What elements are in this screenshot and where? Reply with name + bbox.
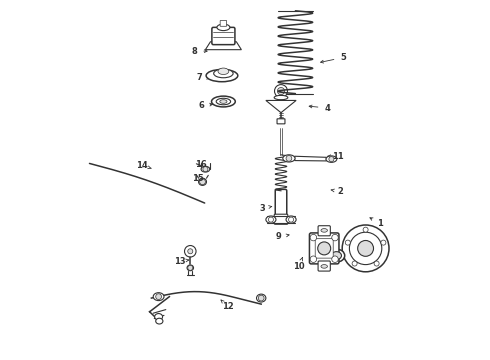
FancyBboxPatch shape	[220, 21, 227, 26]
Circle shape	[310, 234, 317, 241]
FancyBboxPatch shape	[275, 189, 287, 223]
Text: 14: 14	[136, 161, 148, 170]
Text: 11: 11	[332, 152, 344, 161]
FancyBboxPatch shape	[318, 261, 330, 271]
Circle shape	[203, 167, 208, 172]
Polygon shape	[266, 100, 296, 113]
Text: 13: 13	[173, 257, 185, 266]
FancyBboxPatch shape	[212, 27, 235, 45]
Circle shape	[381, 240, 386, 245]
Ellipse shape	[328, 249, 345, 262]
Text: 9: 9	[276, 233, 282, 241]
Text: 8: 8	[192, 46, 197, 55]
Text: 4: 4	[324, 104, 330, 112]
Ellipse shape	[201, 166, 210, 172]
Ellipse shape	[283, 155, 295, 162]
Ellipse shape	[218, 68, 229, 75]
FancyBboxPatch shape	[315, 239, 333, 258]
FancyBboxPatch shape	[310, 233, 339, 264]
FancyBboxPatch shape	[277, 119, 285, 124]
Circle shape	[188, 249, 193, 254]
Circle shape	[358, 240, 373, 256]
Circle shape	[156, 294, 162, 300]
Circle shape	[199, 179, 205, 185]
Circle shape	[352, 261, 357, 266]
Circle shape	[363, 227, 368, 232]
Text: 2: 2	[338, 187, 343, 196]
Text: 7: 7	[197, 72, 202, 81]
Ellipse shape	[198, 178, 206, 185]
Text: 12: 12	[222, 302, 234, 311]
Circle shape	[289, 217, 294, 222]
FancyBboxPatch shape	[274, 214, 288, 224]
Ellipse shape	[155, 314, 163, 320]
Text: 6: 6	[198, 102, 204, 110]
Text: 5: 5	[340, 53, 346, 62]
Ellipse shape	[216, 98, 231, 105]
Text: 10: 10	[293, 262, 305, 271]
Circle shape	[345, 240, 350, 245]
Ellipse shape	[321, 229, 327, 232]
Circle shape	[342, 225, 389, 272]
Ellipse shape	[212, 96, 235, 107]
Text: 3: 3	[259, 204, 265, 212]
Circle shape	[185, 246, 196, 257]
Ellipse shape	[257, 294, 266, 302]
Ellipse shape	[286, 216, 296, 223]
Ellipse shape	[156, 318, 163, 324]
Circle shape	[310, 256, 317, 262]
Ellipse shape	[206, 69, 238, 82]
FancyBboxPatch shape	[318, 226, 330, 236]
Circle shape	[318, 242, 331, 255]
Ellipse shape	[220, 100, 227, 103]
Circle shape	[188, 265, 193, 270]
Circle shape	[332, 234, 338, 241]
Circle shape	[286, 156, 292, 161]
Circle shape	[258, 295, 264, 301]
Ellipse shape	[187, 265, 194, 271]
Text: 16: 16	[195, 160, 207, 168]
Ellipse shape	[153, 293, 164, 301]
Polygon shape	[294, 156, 326, 161]
Ellipse shape	[274, 95, 288, 100]
Ellipse shape	[214, 69, 233, 78]
Text: 15: 15	[192, 174, 204, 183]
Circle shape	[274, 85, 288, 98]
Circle shape	[332, 256, 338, 262]
Polygon shape	[205, 42, 242, 50]
Text: 1: 1	[377, 219, 383, 228]
Circle shape	[277, 87, 285, 95]
Ellipse shape	[331, 252, 342, 260]
Ellipse shape	[326, 156, 337, 162]
Circle shape	[269, 217, 273, 222]
Circle shape	[349, 232, 382, 265]
Ellipse shape	[217, 24, 230, 31]
Ellipse shape	[321, 265, 327, 268]
Circle shape	[374, 261, 379, 266]
Circle shape	[329, 157, 334, 162]
Ellipse shape	[266, 216, 276, 223]
